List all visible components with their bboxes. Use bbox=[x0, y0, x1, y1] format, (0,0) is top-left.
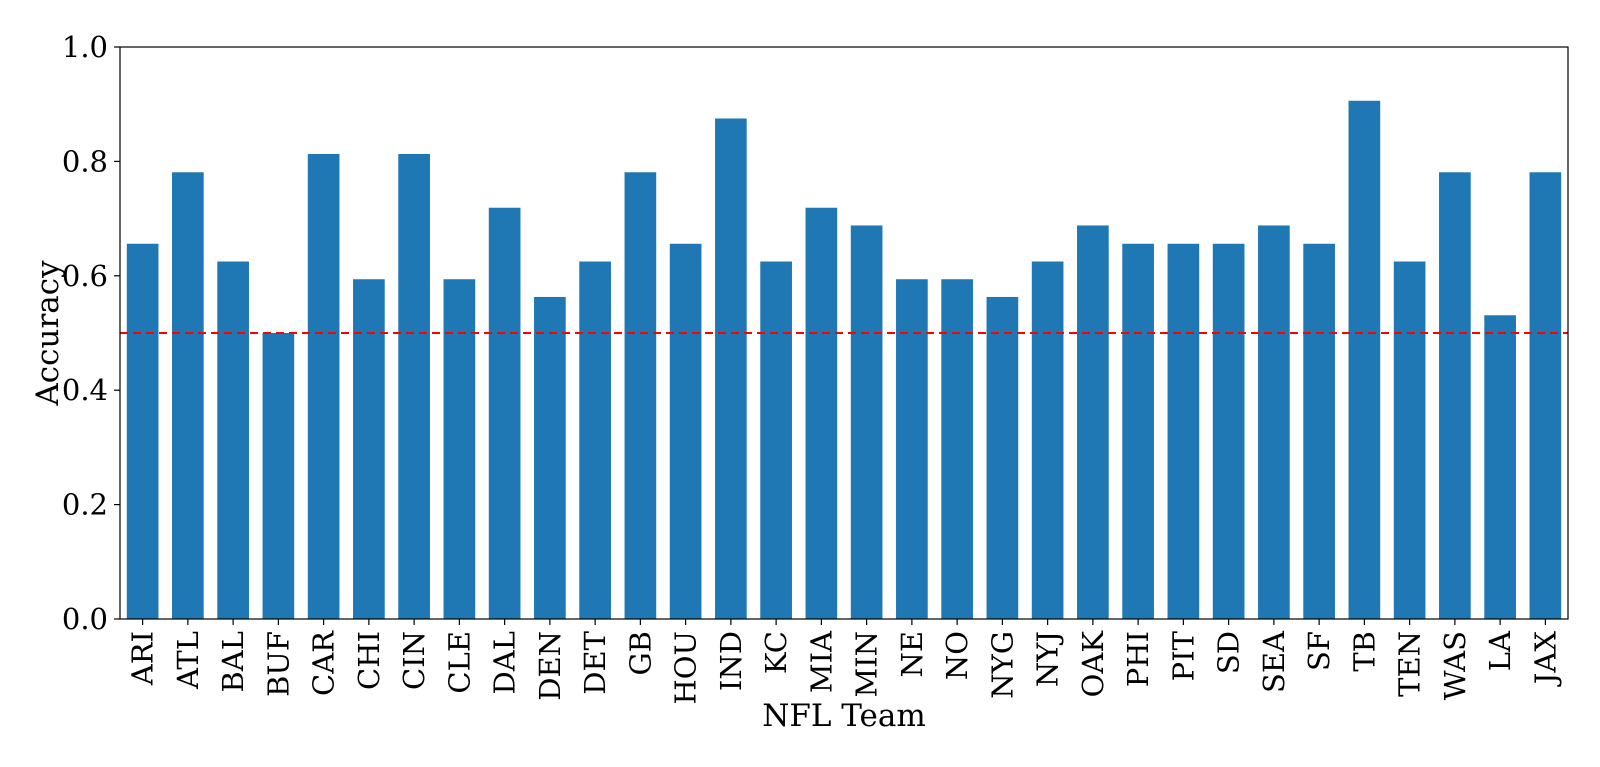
x-tick-label: HOU bbox=[669, 631, 703, 705]
bar-kc bbox=[760, 262, 792, 620]
bar-ari bbox=[127, 244, 159, 619]
bar-atl bbox=[172, 172, 204, 619]
x-axis: ARI ATL BAL BUF CAR CHI CIN CLE DAL DEN DET GB HOU IN… bbox=[126, 619, 1563, 705]
bar-car bbox=[308, 154, 340, 619]
x-tick-label: TB bbox=[1347, 631, 1381, 672]
x-tick-label: DAL bbox=[488, 631, 522, 694]
bar-hou bbox=[670, 244, 702, 619]
y-axis-label: Accuracy bbox=[30, 260, 66, 407]
x-tick-label: GB bbox=[623, 631, 657, 675]
bar-mia bbox=[806, 208, 838, 619]
y-tick-label: 1.0 bbox=[62, 30, 108, 64]
x-tick-label: DEN bbox=[533, 631, 567, 701]
x-tick-label: NYG bbox=[985, 631, 1019, 699]
x-tick-label: CHI bbox=[352, 631, 386, 690]
bar-ne bbox=[896, 279, 928, 619]
x-tick-label: NYJ bbox=[1031, 631, 1065, 687]
bar-la bbox=[1484, 315, 1516, 619]
bar-chi bbox=[353, 279, 385, 619]
bar-sf bbox=[1303, 244, 1335, 619]
bar-tb bbox=[1349, 101, 1381, 619]
x-tick-label: ARI bbox=[126, 631, 160, 686]
x-tick-label: NO bbox=[940, 631, 974, 680]
bar-bal bbox=[217, 262, 249, 620]
bar-no bbox=[941, 279, 973, 619]
bar-ind bbox=[715, 119, 747, 620]
bar-oak bbox=[1077, 225, 1109, 619]
bar-nyg bbox=[987, 297, 1019, 619]
x-tick-label: CIN bbox=[397, 631, 431, 690]
x-tick-label: WAS bbox=[1438, 631, 1472, 700]
bar-cle bbox=[444, 279, 476, 619]
x-tick-label: TEN bbox=[1393, 631, 1427, 697]
x-tick-label: BAL bbox=[216, 631, 250, 693]
bar-pit bbox=[1168, 244, 1200, 619]
bar-buf bbox=[263, 333, 295, 619]
x-tick-label: CLE bbox=[442, 631, 476, 694]
y-axis: 0.0 0.2 0.4 0.6 0.8 1.0 bbox=[62, 30, 120, 636]
bar-min bbox=[851, 225, 883, 619]
bar-ten bbox=[1394, 262, 1426, 620]
x-tick-label: MIA bbox=[804, 630, 838, 693]
x-tick-label: LA bbox=[1483, 630, 1517, 671]
bar-den bbox=[534, 297, 566, 619]
y-tick-label: 0.2 bbox=[62, 488, 108, 522]
y-tick-label: 0.4 bbox=[62, 373, 108, 407]
bars-layer bbox=[127, 101, 1561, 619]
bar-cin bbox=[398, 154, 430, 619]
bar-dal bbox=[489, 208, 521, 619]
x-tick-label: IND bbox=[714, 631, 748, 691]
x-tick-label: MIN bbox=[850, 631, 884, 698]
x-tick-label: KC bbox=[759, 631, 793, 674]
bar-phi bbox=[1122, 244, 1154, 619]
bar-gb bbox=[625, 172, 657, 619]
x-tick-label: BUF bbox=[261, 631, 295, 697]
bar-det bbox=[579, 262, 611, 620]
bar-was bbox=[1439, 172, 1471, 619]
bar-sea bbox=[1258, 225, 1290, 619]
x-tick-label: SD bbox=[1212, 631, 1246, 674]
x-tick-label: SEA bbox=[1257, 630, 1291, 693]
x-tick-label: PIT bbox=[1166, 630, 1200, 681]
bar-jax bbox=[1530, 172, 1562, 619]
x-axis-label: NFL Team bbox=[762, 698, 926, 734]
y-tick-label: 0.6 bbox=[62, 259, 108, 293]
bar-nyj bbox=[1032, 262, 1064, 620]
x-tick-label: SF bbox=[1302, 631, 1336, 671]
bar-sd bbox=[1213, 244, 1245, 619]
x-tick-label: PHI bbox=[1121, 631, 1155, 687]
x-tick-label: OAK bbox=[1076, 630, 1110, 698]
x-tick-label: JAX bbox=[1528, 631, 1562, 688]
x-tick-label: ATL bbox=[171, 631, 205, 690]
x-tick-label: DET bbox=[578, 630, 612, 694]
x-tick-label: CAR bbox=[307, 630, 341, 696]
y-tick-label: 0.0 bbox=[62, 602, 108, 636]
x-tick-label: NE bbox=[895, 631, 929, 678]
y-tick-label: 0.8 bbox=[62, 144, 108, 178]
